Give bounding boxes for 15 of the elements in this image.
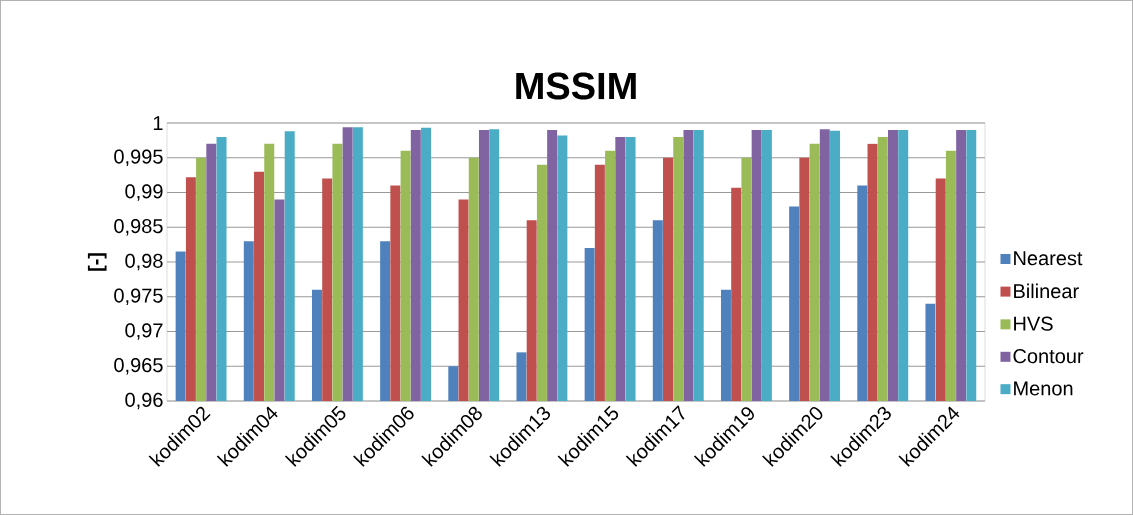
y-tick-label: 0,965 xyxy=(114,358,163,375)
y-tick-label: 0,975 xyxy=(114,288,163,306)
y-tick-label: 1 xyxy=(153,116,163,130)
legend-label: HVS xyxy=(1014,316,1053,331)
legend-label: Contour xyxy=(1013,349,1084,364)
y-tick-label: 0,985 xyxy=(114,219,163,236)
y-tick-label: 0,99 xyxy=(125,184,163,201)
y-tick-label: 0,97 xyxy=(125,323,163,340)
y-tick-label: 0,98 xyxy=(125,253,163,271)
chart-title: MSSIM xyxy=(516,72,636,100)
legend-label: Nearest xyxy=(1014,251,1083,266)
y-tick-label: 0,995 xyxy=(114,149,163,167)
y-axis-title: [-] xyxy=(87,253,107,271)
legend-label: Bilinear xyxy=(1014,283,1079,299)
legend-label: Menon xyxy=(1014,381,1073,396)
